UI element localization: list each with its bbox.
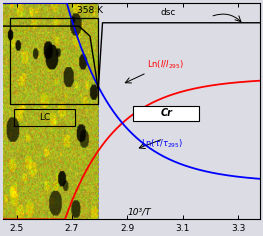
Text: Ln($\tau$/$\tau$$_{295}$): Ln($\tau$/$\tau$$_{295}$) — [141, 138, 183, 150]
Bar — [133, 106, 199, 121]
Text: Ln($\mathit{I}$/$\mathit{I}$$_{295}$): Ln($\mathit{I}$/$\mathit{I}$$_{295}$) — [147, 59, 184, 71]
Bar — [10, 18, 98, 104]
Bar — [14, 109, 75, 126]
Text: 358 K: 358 K — [77, 6, 103, 15]
Text: 10³/T: 10³/T — [127, 207, 151, 216]
Text: LC: LC — [39, 113, 50, 122]
Text: Cr: Cr — [160, 108, 172, 118]
Text: dsc: dsc — [161, 8, 176, 17]
